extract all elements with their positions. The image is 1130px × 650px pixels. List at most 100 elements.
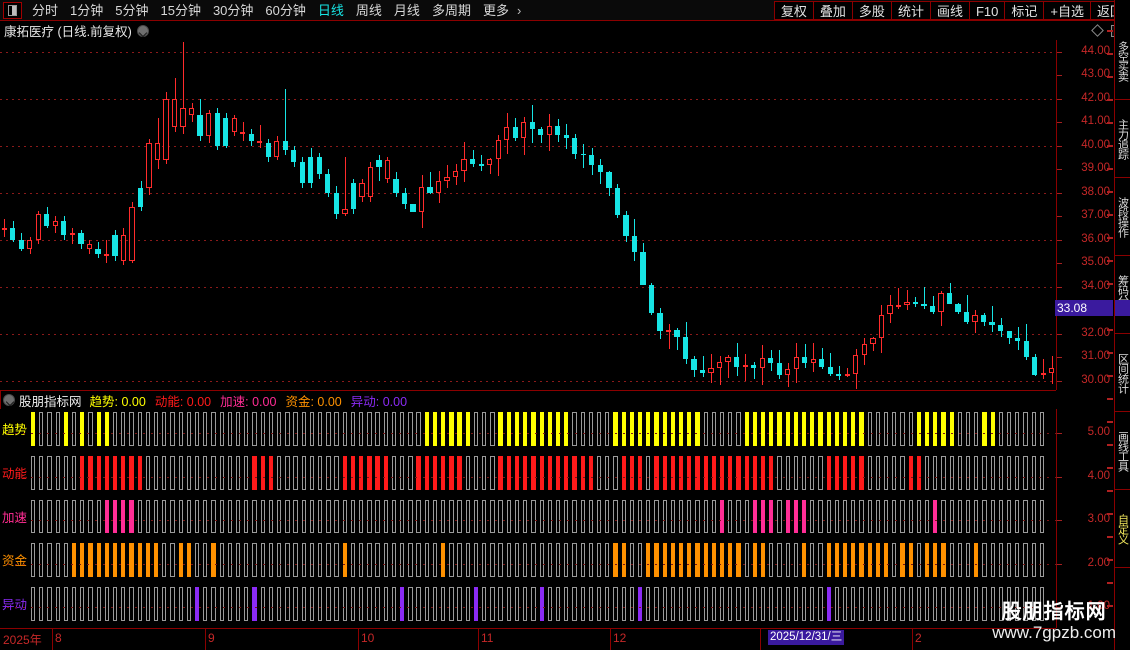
sidebar-item-2[interactable]: 波段操作 (1115, 178, 1130, 256)
metric-value: 0.00 (252, 394, 277, 409)
indicator-bar (186, 587, 192, 621)
indicator-bar (400, 455, 405, 490)
date-axis-separator (912, 629, 913, 650)
period-10[interactable]: 更多 (482, 2, 509, 18)
indicator-bar (646, 412, 651, 446)
indicator-bar (957, 455, 963, 490)
indicator-bar (793, 412, 798, 446)
period-5[interactable]: 60分钟 (265, 2, 306, 18)
chevron-down-circle-icon[interactable] (136, 24, 149, 37)
indicator-bar (990, 499, 995, 534)
action-button-5[interactable]: F10 (968, 1, 1005, 20)
indicator-bar (514, 587, 520, 621)
action-button-1[interactable]: 叠加 (812, 1, 852, 20)
period-6[interactable]: 日线 (317, 2, 344, 18)
indicator-bar (613, 499, 618, 534)
indicator-bar (309, 412, 315, 446)
rail-tick (1107, 76, 1113, 78)
indicator-bar (432, 543, 438, 578)
indicator-bar (982, 412, 987, 446)
date-axis-separator (478, 629, 479, 650)
action-button-7[interactable]: +自选 (1043, 1, 1090, 20)
indicator-bar (1039, 499, 1045, 534)
indicator-bar (449, 543, 454, 578)
top-toolbar: 分时 1分钟 5分钟 15分钟 30分钟 60分钟 日线 周线 月线 多周期 更多 › 复权 叠加 多股统… (0, 0, 1130, 21)
indicator-bar (523, 455, 528, 490)
sidebar-item-1[interactable]: 主力追踪 (1115, 100, 1130, 178)
indicator-bar (564, 412, 569, 446)
indicator-bar (145, 587, 151, 621)
period-1[interactable]: 1分钟 (70, 2, 104, 18)
indicator-bar (96, 587, 101, 621)
sidebar-item-3[interactable]: 筹码分布 (1115, 256, 1130, 334)
indicator-bar (318, 587, 323, 621)
indicator-bar (736, 455, 741, 490)
period-9[interactable]: 多周期 (431, 2, 471, 18)
sidebar-item-0[interactable]: 多空买卖 (1115, 22, 1130, 100)
action-button-2[interactable]: 多股 (851, 1, 891, 20)
period-2[interactable]: 5分钟 (115, 2, 149, 18)
indicator-bar (687, 587, 692, 621)
sidebar-item-6[interactable]: 自定义 (1115, 490, 1130, 568)
indicator-bar (408, 587, 413, 621)
price-axis-tick (1057, 333, 1062, 335)
metric-资金: 资金: 0.00 (285, 394, 342, 409)
indicator-bar (834, 412, 839, 446)
indicator-bar (867, 543, 872, 578)
indicator-bar (547, 455, 552, 490)
indicator-axis: 5.00 4.00 3.00 2.00 1.00 (7, 409, 1114, 628)
price-axis-tick (1057, 216, 1062, 218)
action-button-4[interactable]: 画线 (929, 1, 969, 20)
diamond-icon[interactable] (1091, 24, 1104, 37)
period-4[interactable]: 30分钟 (212, 2, 254, 18)
indicator-bar (703, 455, 708, 490)
indicator-bars-panel[interactable]: 趋势 动能 加速 资金 异动 (0, 409, 1056, 628)
indicator-bar (637, 412, 643, 446)
right-sidebar[interactable]: 多空买卖 主力追踪 波段操作 筹码分布 区间统计 画线工具 自定义 (1107, 0, 1130, 650)
indicator-bar (867, 455, 872, 490)
indicator-bar (736, 587, 741, 621)
indicator-bar (121, 499, 126, 534)
indicator-bar (916, 455, 922, 490)
indicator-bar (473, 455, 479, 490)
indicator-bar (154, 412, 159, 446)
indicator-bar (851, 455, 856, 490)
action-button-6[interactable]: 标记 (1004, 1, 1044, 20)
indicator-bar (178, 412, 183, 446)
period-0[interactable]: 分时 (32, 2, 59, 18)
date-axis-tick-label: 11 (481, 631, 494, 645)
indicator-bar (851, 412, 856, 446)
indicator-bar (1006, 412, 1012, 446)
indicator-bar (687, 499, 692, 534)
gridline (0, 380, 1056, 382)
indicator-bar (875, 499, 881, 534)
sidebar-item-4[interactable]: 区间统计 (1115, 334, 1130, 412)
indicator-bar (900, 543, 905, 578)
rail-tick (1107, 536, 1113, 538)
indicator-bar (301, 587, 306, 621)
indicator-bar (826, 499, 831, 534)
indicator-bar (826, 412, 831, 446)
indicator-bar (662, 412, 667, 446)
chevron-right-icon[interactable]: › (516, 2, 522, 18)
window-icon[interactable] (3, 1, 22, 19)
price-axis-label: 36.00 (1081, 232, 1110, 245)
indicator-bar (47, 543, 52, 578)
sidebar-item-5[interactable]: 画线工具 (1115, 412, 1130, 490)
indicator-bar (514, 455, 520, 490)
indicator-bar (621, 499, 626, 534)
indicator-bar (695, 412, 700, 446)
period-8[interactable]: 月线 (393, 2, 420, 18)
indicator-bar (236, 499, 241, 534)
indicator-bar (1006, 543, 1012, 578)
chevron-down-circle-icon[interactable] (3, 394, 15, 406)
indicator-bar (588, 543, 593, 578)
period-7[interactable]: 周线 (355, 2, 382, 18)
period-3[interactable]: 15分钟 (160, 2, 201, 18)
candlestick-chart[interactable] (0, 40, 1056, 390)
action-button-0[interactable]: 复权 (773, 1, 813, 20)
indicator-bar (637, 587, 643, 621)
indicator-bar (416, 587, 421, 621)
action-button-3[interactable]: 统计 (890, 1, 930, 20)
indicator-bar (367, 543, 372, 578)
